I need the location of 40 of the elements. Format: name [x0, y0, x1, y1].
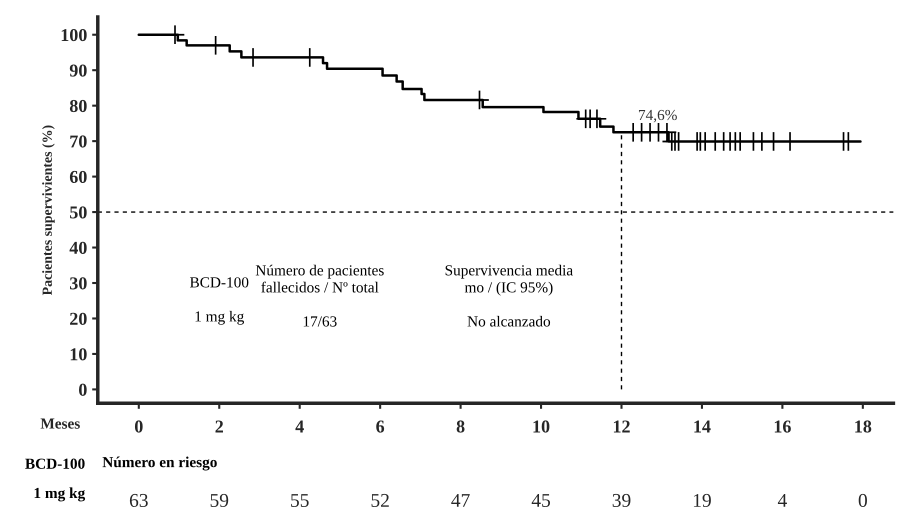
x-tick-label: 0	[134, 420, 143, 433]
text: 59	[210, 494, 228, 507]
y-tick-label: 50	[70, 206, 87, 219]
text: 45	[532, 494, 550, 507]
x-tick-label: 2	[215, 420, 223, 432]
y-tick-label: 80	[70, 100, 87, 112]
x-tick-label: 16	[774, 420, 791, 433]
text: Número de pacientes fallecidos / Nº total 17/63	[256, 264, 384, 327]
annotation: 74,6%	[638, 110, 677, 122]
text: BCD-100 1 mg kg	[190, 277, 248, 325]
text: 39	[612, 494, 630, 507]
text: 4	[778, 494, 787, 507]
text: 47	[451, 494, 470, 507]
text: Número en riesgo	[102, 456, 217, 470]
y-tick-label: 10	[70, 348, 87, 360]
x-tick-label: 8	[456, 420, 465, 433]
text: 63	[130, 494, 148, 507]
text: 52	[372, 494, 389, 507]
y-axis-title: Pacientes supervivientes (%)	[42, 125, 55, 296]
x-axis-title: Meses	[40, 418, 80, 429]
x-tick-label: 10	[533, 420, 550, 433]
text: 1 mg kg	[34, 487, 86, 502]
x-tick-label: 6	[376, 420, 384, 433]
y-tick-label: 20	[70, 312, 87, 325]
x-tick-label: 4	[295, 420, 304, 432]
y-tick-label: 100	[62, 28, 87, 42]
x-tick-label: 14	[694, 420, 711, 432]
text: 55	[291, 494, 309, 507]
y-tick-label: 60	[70, 170, 87, 184]
y-tick-label: 0	[79, 384, 87, 396]
x-tick-label: 12	[614, 420, 630, 432]
x-tick-label: 18	[855, 420, 872, 433]
y-tick-label: 70	[70, 135, 87, 148]
text: 19	[694, 494, 711, 507]
text: Supervivencia media mo / (IC 95%) No alcanzado	[446, 264, 573, 327]
text: BCD-100	[25, 458, 85, 469]
y-tick-label: 90	[70, 64, 87, 77]
y-tick-label: 40	[70, 242, 87, 254]
text: 0	[858, 494, 867, 507]
y-tick-label: 30	[70, 277, 87, 290]
